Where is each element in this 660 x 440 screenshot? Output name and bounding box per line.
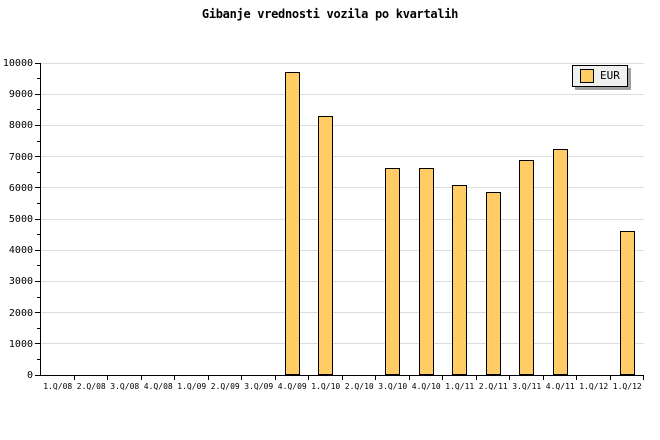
- x-axis-tick: [643, 375, 644, 380]
- x-axis-tick: [509, 375, 510, 380]
- gridline: [41, 187, 644, 189]
- x-axis-label: 4.Q/10: [411, 382, 441, 391]
- x-axis-label: 3.Q/10: [378, 382, 408, 391]
- y-axis-minor-tick: [37, 202, 41, 204]
- x-axis-tick: [609, 375, 611, 380]
- y-axis-label: 8000: [8, 120, 33, 132]
- y-axis-minor-tick: [37, 327, 41, 329]
- y-axis-tick: [35, 124, 41, 126]
- bar-4q10: [418, 167, 434, 375]
- x-axis-tick: [442, 375, 443, 380]
- y-axis-label: 10000: [2, 58, 33, 69]
- y-axis-minor-tick: [37, 78, 41, 80]
- x-axis-label: 1.Q/12: [579, 382, 609, 391]
- y-axis-label: 9000: [8, 89, 33, 101]
- x-axis-tick: [576, 375, 577, 380]
- plot-area: 0 1000 2000 3000 4000 5000 6000 7000 8000 9000 100…: [3, 58, 644, 391]
- y-axis-tick: [35, 156, 41, 158]
- gridline: [41, 312, 644, 314]
- x-axis-tick: [73, 375, 75, 380]
- gridline: [41, 249, 644, 251]
- bar-3q10: [385, 167, 401, 375]
- x-axis-tick: [375, 375, 376, 380]
- y-axis-label: 4000: [8, 245, 33, 257]
- y-axis-minor-tick: [37, 109, 41, 111]
- y-axis-minor-tick: [37, 140, 41, 142]
- legend: EUR: [572, 65, 628, 87]
- gridline: [41, 124, 644, 126]
- legend-label: EUR: [600, 69, 620, 82]
- x-axis-tick: [475, 375, 477, 380]
- y-axis-tick: [35, 280, 41, 282]
- y-axis-label: 3000: [8, 276, 33, 288]
- y-axis-minor-tick: [37, 171, 41, 173]
- y-axis-label: 7000: [8, 151, 33, 163]
- gridline: [41, 93, 644, 95]
- x-axis-tick: [174, 375, 175, 380]
- y-axis-label: 1000: [8, 338, 33, 350]
- x-axis-label: 4.Q/11: [545, 382, 575, 391]
- legend-swatch-icon: [580, 69, 594, 83]
- x-axis-label: 2.Q/10: [344, 382, 374, 391]
- bar-3q11: [519, 159, 535, 375]
- x-axis-tick: [107, 375, 108, 380]
- x-axis-label: 3.Q/11: [512, 382, 542, 391]
- y-axis-tick: [35, 93, 41, 95]
- x-axis-label: 4.Q/08: [143, 382, 173, 391]
- x-axis-label: 2.Q/09: [210, 382, 240, 391]
- gridline: [41, 156, 644, 158]
- x-axis-tick: [274, 375, 276, 380]
- y-axis-label: 5000: [8, 214, 33, 225]
- y-axis-tick: [35, 312, 41, 314]
- y-axis-minor-tick: [37, 234, 41, 236]
- x-axis-label: 2.Q/11: [478, 382, 508, 391]
- y-axis-label: 6000: [8, 182, 33, 194]
- y-axis-tick: [35, 249, 41, 251]
- x-axis-label: 3.Q/09: [244, 382, 274, 391]
- bar-1q11: [452, 184, 468, 375]
- x-axis-tick: [542, 375, 544, 380]
- y-axis-tick: [35, 343, 41, 345]
- y-axis-tick: [35, 218, 41, 220]
- x-axis-label: 1.Q/12: [612, 382, 642, 391]
- bar-1q10: [318, 116, 334, 375]
- bar-2q11: [485, 192, 501, 375]
- x-axis-label: 4.Q/09: [277, 382, 307, 391]
- y-axis-tick: [35, 374, 41, 376]
- bar-4q09: [284, 72, 300, 375]
- gridline: [41, 62, 644, 64]
- x-axis-label: 1.Q/11: [445, 382, 475, 391]
- x-axis-tick: [341, 375, 343, 380]
- x-axis-label: 1.Q/09: [177, 382, 207, 391]
- y-axis-label: 2000: [8, 307, 33, 319]
- y-axis-tick: [35, 187, 41, 189]
- x-axis-tick: [241, 375, 242, 380]
- x-axis-label: 1.Q/10: [311, 382, 341, 391]
- y-axis-label: 0: [26, 370, 33, 381]
- x-axis-label: 3.Q/08: [110, 382, 140, 391]
- y-axis-minor-tick: [37, 358, 41, 360]
- gridline: [41, 218, 644, 220]
- y-axis-minor-tick: [37, 296, 41, 298]
- y-axis-tick: [35, 62, 41, 64]
- x-axis-label: 1.Q/08: [43, 382, 73, 391]
- gridline: [41, 343, 644, 345]
- y-axis-minor-tick: [37, 265, 41, 267]
- x-axis-label: 2.Q/08: [76, 382, 106, 391]
- x-axis-tick: [308, 375, 309, 380]
- bar-4q11: [552, 148, 568, 375]
- bar-1q12: [619, 231, 635, 375]
- x-axis-tick: [408, 375, 410, 380]
- chart-title: Gibanje vrednosti vozila po kvartalih: [201, 7, 459, 21]
- gridline: [41, 280, 644, 282]
- x-axis-tick: [207, 375, 209, 380]
- x-axis-tick: [140, 375, 142, 380]
